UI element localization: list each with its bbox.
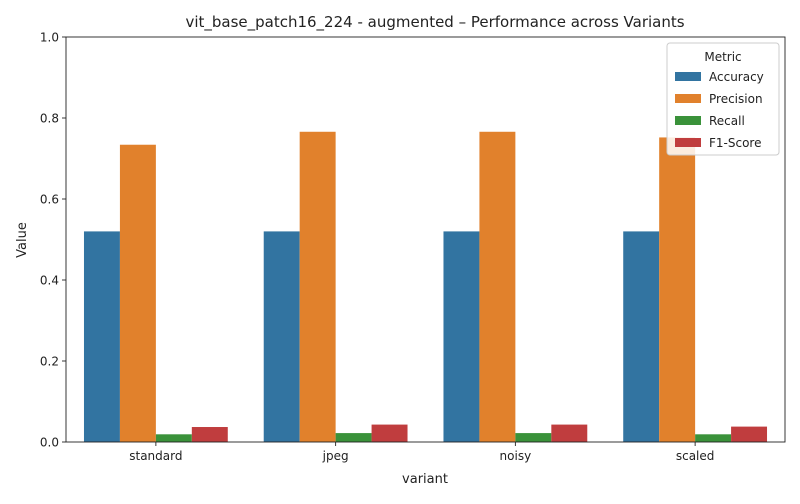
bar-accuracy-scaled (623, 231, 660, 442)
legend-label-precision: Precision (709, 92, 763, 106)
legend-swatch-f1-score (675, 138, 701, 147)
bar-f1-score-standard (191, 427, 228, 442)
bar-f1-score-noisy (551, 424, 588, 442)
y-tick-label: 0.6 (40, 193, 59, 207)
plot-area: 0.0 0.2 0.4 0.6 0.8 1.0 standard jpeg noisy scale… (40, 31, 786, 463)
legend: Metric Accuracy Precision Recall F1-Score (666, 42, 780, 156)
bar-recall-standard (155, 434, 192, 442)
bar-accuracy-standard (83, 231, 120, 442)
legend-swatch-recall (675, 116, 701, 125)
y-axis-label: Value (15, 222, 30, 258)
bar-f1-score-jpeg (371, 424, 408, 442)
bar-recall-noisy (515, 433, 552, 442)
legend-title: Metric (704, 50, 741, 64)
chart-title: vit_base_patch16_224 - augmented – Perfo… (185, 13, 684, 32)
x-tick-label-standard: standard (129, 449, 182, 463)
x-tick-label-jpeg: jpeg (322, 449, 349, 463)
legend-label-f1-score: F1-Score (709, 136, 761, 150)
y-tick-label: 1.0 (40, 31, 59, 45)
axes-frame (65, 36, 786, 443)
bar-precision-noisy (479, 131, 516, 442)
bar-accuracy-jpeg (263, 231, 300, 442)
bar-precision-standard (119, 144, 156, 443)
legend-label-recall: Recall (709, 114, 745, 128)
y-tick-label: 0.2 (40, 355, 59, 369)
bar-f1-score-scaled (731, 426, 768, 442)
bar-precision-scaled (659, 137, 696, 442)
y-tick-label: 0.8 (40, 112, 59, 126)
x-tick-label-noisy: noisy (500, 449, 532, 463)
x-axis-label: variant (402, 472, 448, 487)
legend-label-accuracy: Accuracy (709, 70, 764, 84)
x-tick-label-scaled: scaled (676, 449, 715, 463)
bar-recall-scaled (695, 434, 732, 442)
legend-box (666, 42, 780, 156)
bar-accuracy-noisy (443, 231, 480, 442)
y-tick-label: 0.0 (40, 436, 59, 450)
bar-recall-jpeg (335, 433, 372, 442)
legend-swatch-precision (675, 94, 701, 103)
bar-precision-jpeg (299, 131, 336, 442)
legend-swatch-accuracy (675, 72, 701, 81)
y-tick-label: 0.4 (40, 274, 59, 288)
